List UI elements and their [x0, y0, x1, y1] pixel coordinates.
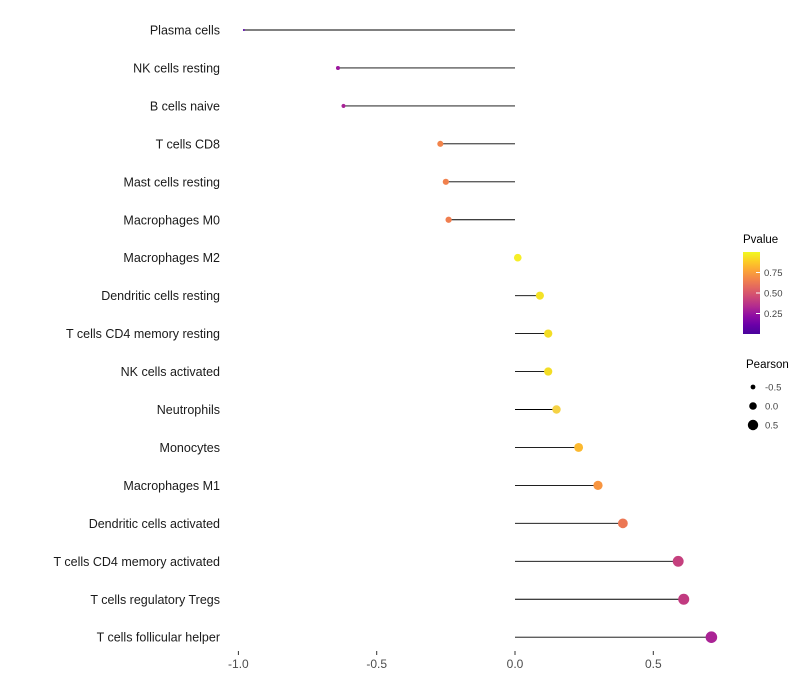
lollipop-dot: [544, 329, 553, 338]
category-label: Macrophages M2: [123, 251, 220, 265]
category-label: T cells CD8: [156, 137, 220, 151]
lollipop-dot: [513, 253, 522, 262]
pvalue-tick-label: 0.50: [764, 289, 783, 300]
x-tick-label: 0.0: [507, 657, 524, 671]
lollipop-dot: [437, 140, 444, 147]
pvalue-gradient-bar: [743, 252, 760, 334]
x-tick-label: -1.0: [228, 657, 249, 671]
pearson-size-dot: [750, 384, 756, 390]
x-tick-label: 0.5: [645, 657, 662, 671]
category-label: T cells regulatory Tregs: [90, 593, 220, 607]
lollipop-dot: [544, 367, 553, 376]
pearson-size-dot: [747, 419, 759, 431]
lollipop-dot: [535, 291, 544, 300]
lollipop-dot: [445, 216, 452, 223]
pvalue-tick-label: 0.75: [764, 268, 783, 279]
category-label: Mast cells resting: [123, 175, 220, 189]
pearson-size-label: 0.0: [765, 402, 778, 413]
lollipop-dot: [672, 555, 684, 567]
category-label: Macrophages M1: [123, 479, 220, 493]
lollipop-dot: [442, 178, 449, 185]
pearson-size-label: 0.5: [765, 421, 778, 432]
lollipop-dot: [705, 631, 718, 643]
category-label: T cells CD4 memory resting: [66, 327, 220, 341]
pearson-legend-title: Pearson: [746, 359, 789, 371]
pvalue-legend-title: Pvalue: [743, 234, 778, 246]
lollipop-dot: [341, 103, 346, 108]
category-label: Neutrophils: [157, 403, 220, 417]
lollipop-dot: [335, 65, 340, 70]
category-label: Plasma cells: [150, 24, 220, 38]
category-label: Dendritic cells resting: [101, 289, 220, 303]
category-label: Dendritic cells activated: [89, 517, 220, 531]
category-label: Macrophages M0: [123, 213, 220, 227]
category-label: B cells naive: [150, 99, 220, 113]
pearson-size-label: -0.5: [765, 383, 781, 394]
lollipop-dot: [593, 480, 603, 491]
lollipop-dot: [242, 28, 245, 32]
category-label: NK cells activated: [121, 365, 220, 379]
x-tick-label: -0.5: [366, 657, 387, 671]
lollipop-dot: [552, 405, 561, 414]
lollipop-dot: [574, 443, 584, 452]
pvalue-tick-label: 0.25: [764, 309, 783, 320]
category-label: T cells CD4 memory activated: [54, 555, 221, 569]
lollipop-dot: [617, 518, 628, 529]
category-label: NK cells resting: [133, 61, 220, 75]
pearson-size-dot: [749, 402, 757, 410]
category-label: T cells follicular helper: [97, 631, 220, 645]
lollipop-dot: [678, 593, 690, 605]
category-label: Monocytes: [160, 441, 220, 455]
